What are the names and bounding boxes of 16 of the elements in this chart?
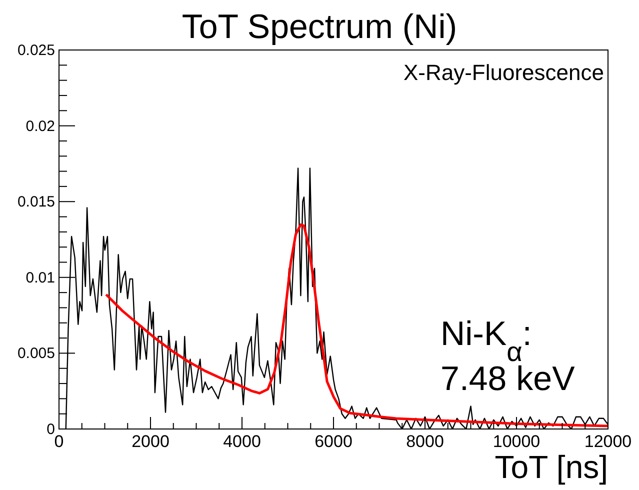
y-tick-label: 0.02 [26,118,55,135]
x-tick-label: 2000 [132,432,170,451]
y-tick-label: 0.01 [26,269,55,286]
x-tick-label: 6000 [314,432,352,451]
annotation: X-Ray-Fluorescence [403,60,604,85]
line-series [104,223,608,428]
x-axis-title: ToT [ns] [494,449,608,485]
y-tick-label: 0.015 [17,194,55,211]
y-tick-label: 0.005 [17,345,55,362]
x-tick-label: 12000 [584,432,632,451]
x-tick-label: 4000 [223,432,261,451]
y-tick-label: 0.025 [17,42,55,59]
chart-title: ToT Spectrum (Ni) [182,8,458,46]
y-tick-label: 0 [46,421,55,438]
x-tick-label: 10000 [492,432,540,451]
x-tick-label: 8000 [406,432,444,451]
